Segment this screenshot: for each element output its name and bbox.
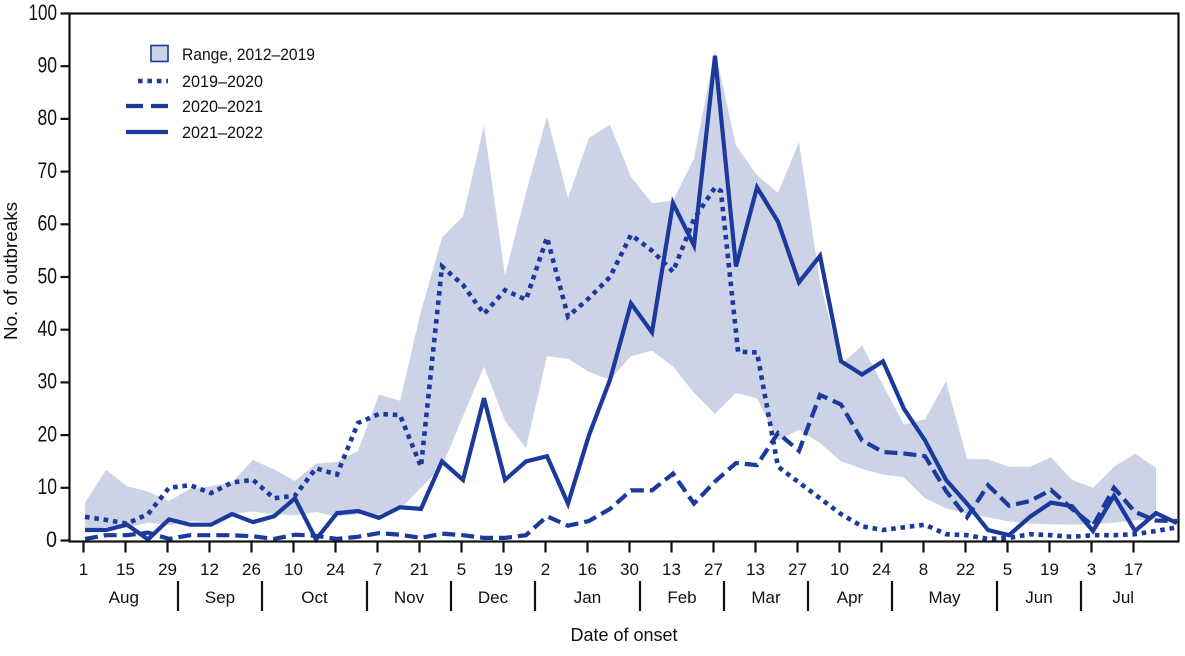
svg-text:13: 13 — [746, 560, 765, 579]
svg-text:20: 20 — [38, 421, 58, 446]
svg-text:30: 30 — [38, 369, 58, 394]
svg-text:80: 80 — [38, 105, 58, 130]
svg-text:Dec: Dec — [478, 588, 509, 607]
svg-text:26: 26 — [242, 560, 261, 579]
svg-text:2021–2022: 2021–2022 — [182, 124, 263, 142]
svg-text:May: May — [928, 588, 961, 607]
svg-text:5: 5 — [1003, 560, 1012, 579]
svg-text:100: 100 — [29, 0, 58, 25]
svg-text:70: 70 — [38, 158, 58, 183]
svg-text:7: 7 — [373, 560, 382, 579]
svg-text:16: 16 — [578, 560, 597, 579]
svg-text:1: 1 — [79, 560, 88, 579]
svg-text:Jan: Jan — [574, 588, 601, 607]
svg-text:5: 5 — [457, 560, 466, 579]
svg-text:30: 30 — [620, 560, 639, 579]
svg-text:2020–2021: 2020–2021 — [182, 98, 263, 116]
svg-text:40: 40 — [38, 316, 58, 341]
svg-text:90: 90 — [38, 53, 58, 78]
svg-text:Apr: Apr — [837, 588, 864, 607]
svg-text:Jul: Jul — [1112, 588, 1134, 607]
svg-text:10: 10 — [38, 474, 58, 499]
svg-text:Mar: Mar — [751, 588, 781, 607]
svg-text:0: 0 — [46, 527, 57, 552]
svg-text:2019–2020: 2019–2020 — [182, 73, 263, 91]
svg-text:27: 27 — [704, 560, 723, 579]
svg-text:27: 27 — [788, 560, 807, 579]
svg-text:22: 22 — [956, 560, 975, 579]
svg-text:21: 21 — [410, 560, 429, 579]
svg-text:Sep: Sep — [205, 588, 235, 607]
svg-text:10: 10 — [284, 560, 303, 579]
svg-text:19: 19 — [494, 560, 513, 579]
svg-text:Feb: Feb — [667, 588, 696, 607]
svg-text:3: 3 — [1087, 560, 1096, 579]
svg-text:19: 19 — [1040, 560, 1059, 579]
svg-text:Oct: Oct — [301, 588, 328, 607]
svg-text:60: 60 — [38, 211, 58, 236]
svg-text:24: 24 — [872, 560, 891, 579]
svg-text:2: 2 — [541, 560, 550, 579]
svg-text:Range, 2012–2019: Range, 2012–2019 — [182, 46, 315, 64]
svg-text:50: 50 — [38, 263, 58, 288]
svg-text:10: 10 — [830, 560, 849, 579]
svg-text:12: 12 — [200, 560, 219, 579]
svg-text:Jun: Jun — [1025, 588, 1052, 607]
svg-text:29: 29 — [158, 560, 177, 579]
svg-text:Date of onset: Date of onset — [570, 625, 677, 645]
svg-text:Nov: Nov — [394, 588, 425, 607]
svg-text:15: 15 — [116, 560, 135, 579]
svg-text:Aug: Aug — [109, 588, 139, 607]
svg-text:24: 24 — [326, 560, 345, 579]
svg-text:13: 13 — [662, 560, 681, 579]
svg-text:8: 8 — [919, 560, 928, 579]
svg-text:17: 17 — [1124, 560, 1143, 579]
svg-text:No. of outbreaks: No. of outbreaks — [1, 202, 21, 340]
